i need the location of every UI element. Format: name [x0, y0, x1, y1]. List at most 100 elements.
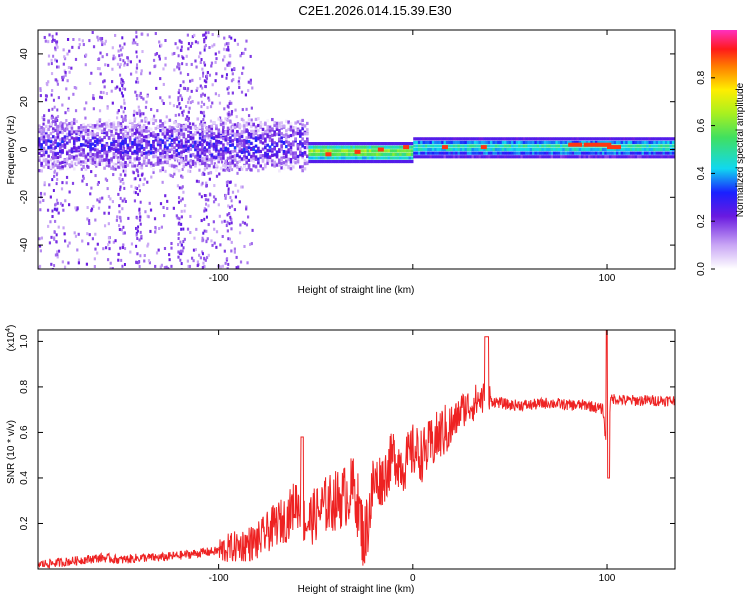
spectrogram-cell — [338, 149, 342, 153]
spectrogram-cell — [180, 156, 183, 160]
spectrogram-cell — [492, 144, 496, 148]
spectrogram-cell — [354, 159, 358, 164]
spectrogram-cell — [163, 147, 166, 151]
spectrogram-cell — [387, 145, 391, 149]
spectrogram-cell — [415, 144, 419, 148]
spectrogram-cell — [221, 58, 225, 62]
spectrogram-cell — [264, 154, 267, 158]
spectrogram-cell — [163, 160, 167, 164]
spectrogram-cell — [177, 143, 181, 147]
spectrogram-cell — [163, 131, 167, 135]
spectrogram-cell — [266, 135, 269, 139]
spectrogram-cell — [576, 155, 579, 159]
spectrogram-cell — [581, 148, 584, 152]
spectrogram-cell — [382, 152, 386, 156]
spectrogram-cell — [224, 165, 228, 169]
spectrogram-cell — [74, 206, 77, 210]
spectrogram-cell — [56, 201, 59, 205]
spectrogram-cell — [669, 140, 673, 145]
spectrogram-cell — [187, 97, 191, 101]
spectrogram-cell — [54, 46, 57, 50]
spectrogram-cell — [166, 156, 169, 160]
spectrogram-cell — [178, 63, 181, 67]
spectrogram-cell — [177, 146, 180, 150]
spectrogram-cell — [188, 106, 191, 110]
spectrogram-cell — [539, 151, 542, 155]
spectrogram-cell — [50, 93, 53, 97]
spectrogram-cell — [319, 156, 323, 160]
spectrogram-cell — [136, 42, 139, 46]
spectrogram-cell — [555, 148, 558, 152]
spectrogram-cell — [497, 144, 500, 148]
spectrogram-cell — [96, 150, 99, 154]
spectrogram-cell — [226, 126, 230, 130]
spectrogram-cell — [47, 119, 50, 123]
spectrogram-cell — [245, 146, 249, 150]
spectrogram-cell — [664, 151, 668, 155]
spectrogram-cell — [53, 105, 56, 109]
spectrogram-cell — [590, 137, 593, 141]
spectrogram-cell — [180, 128, 183, 132]
spectrogram-cell — [352, 159, 356, 164]
spectrogram-cell — [515, 144, 519, 148]
spectrogram-cell — [317, 145, 321, 149]
spectrogram-cell — [163, 157, 167, 161]
spectrogram-cell — [159, 146, 162, 150]
spectrogram-cell — [564, 144, 568, 148]
spectrogram-cell — [289, 125, 293, 129]
spectrogram-cell — [217, 128, 221, 132]
spectrogram-cell — [450, 151, 454, 155]
spectrogram-cell — [242, 51, 245, 55]
spectrogram-cell — [340, 156, 344, 160]
spectrogram-cell — [126, 149, 129, 153]
spectrogram-cell — [155, 52, 159, 56]
spectrogram-cell — [148, 71, 152, 75]
spectrogram-cell — [175, 153, 179, 157]
spectrogram-cell — [119, 130, 123, 134]
spectrogram-cell — [108, 247, 111, 251]
spectrogram-cell — [459, 151, 463, 155]
spectrogram-cell — [224, 131, 228, 135]
spectrogram-cell — [222, 125, 225, 129]
spectrogram-cell — [648, 151, 652, 155]
spectrogram-cell — [156, 109, 159, 113]
spectrogram-cell — [139, 230, 142, 234]
spectrogram-cell — [285, 159, 288, 163]
spectrogram-cell — [205, 158, 209, 162]
spectrogram-cell — [366, 159, 370, 164]
spectrogram-cell — [289, 145, 293, 149]
spectrogram-cell — [208, 158, 211, 162]
spectrogram-cell — [438, 155, 442, 159]
spectrogram-cell — [319, 149, 323, 153]
spectrogram-cell — [56, 135, 60, 139]
spectrogram-cell — [177, 135, 181, 140]
spectrogram-cell — [562, 155, 565, 159]
spectrogram-cell — [147, 121, 151, 125]
spectrogram-cell — [61, 160, 64, 165]
spectrogram-cell — [254, 155, 258, 159]
spectrogram-cell — [539, 140, 542, 145]
spectrogram-cell — [299, 121, 302, 126]
spectrogram-cell — [38, 237, 41, 241]
spectrogram-cell — [138, 207, 141, 211]
spectrogram-cell — [211, 44, 214, 48]
spectrogram-cell — [289, 163, 293, 167]
spectrogram-cell — [70, 130, 74, 134]
spectrogram-cell — [632, 151, 635, 155]
spectrogram-cell — [54, 160, 57, 164]
spectrogram-cell — [96, 35, 99, 39]
spectrogram-cell — [40, 129, 43, 133]
spectrogram-cell — [322, 159, 325, 164]
spectrogram-cell — [417, 144, 421, 148]
spectrogram-cell — [75, 157, 78, 161]
spectrogram-cell — [471, 140, 475, 145]
spectrogram-cell — [106, 106, 109, 110]
spectrogram-cell — [350, 152, 353, 156]
spectrogram-cell — [228, 63, 231, 67]
spectrogram-cell — [107, 136, 111, 140]
spectrogram-cell — [660, 137, 663, 141]
spectrogram-cell — [371, 149, 374, 153]
spectrogram-cell — [123, 61, 126, 65]
spectrogram-cell — [182, 132, 186, 136]
